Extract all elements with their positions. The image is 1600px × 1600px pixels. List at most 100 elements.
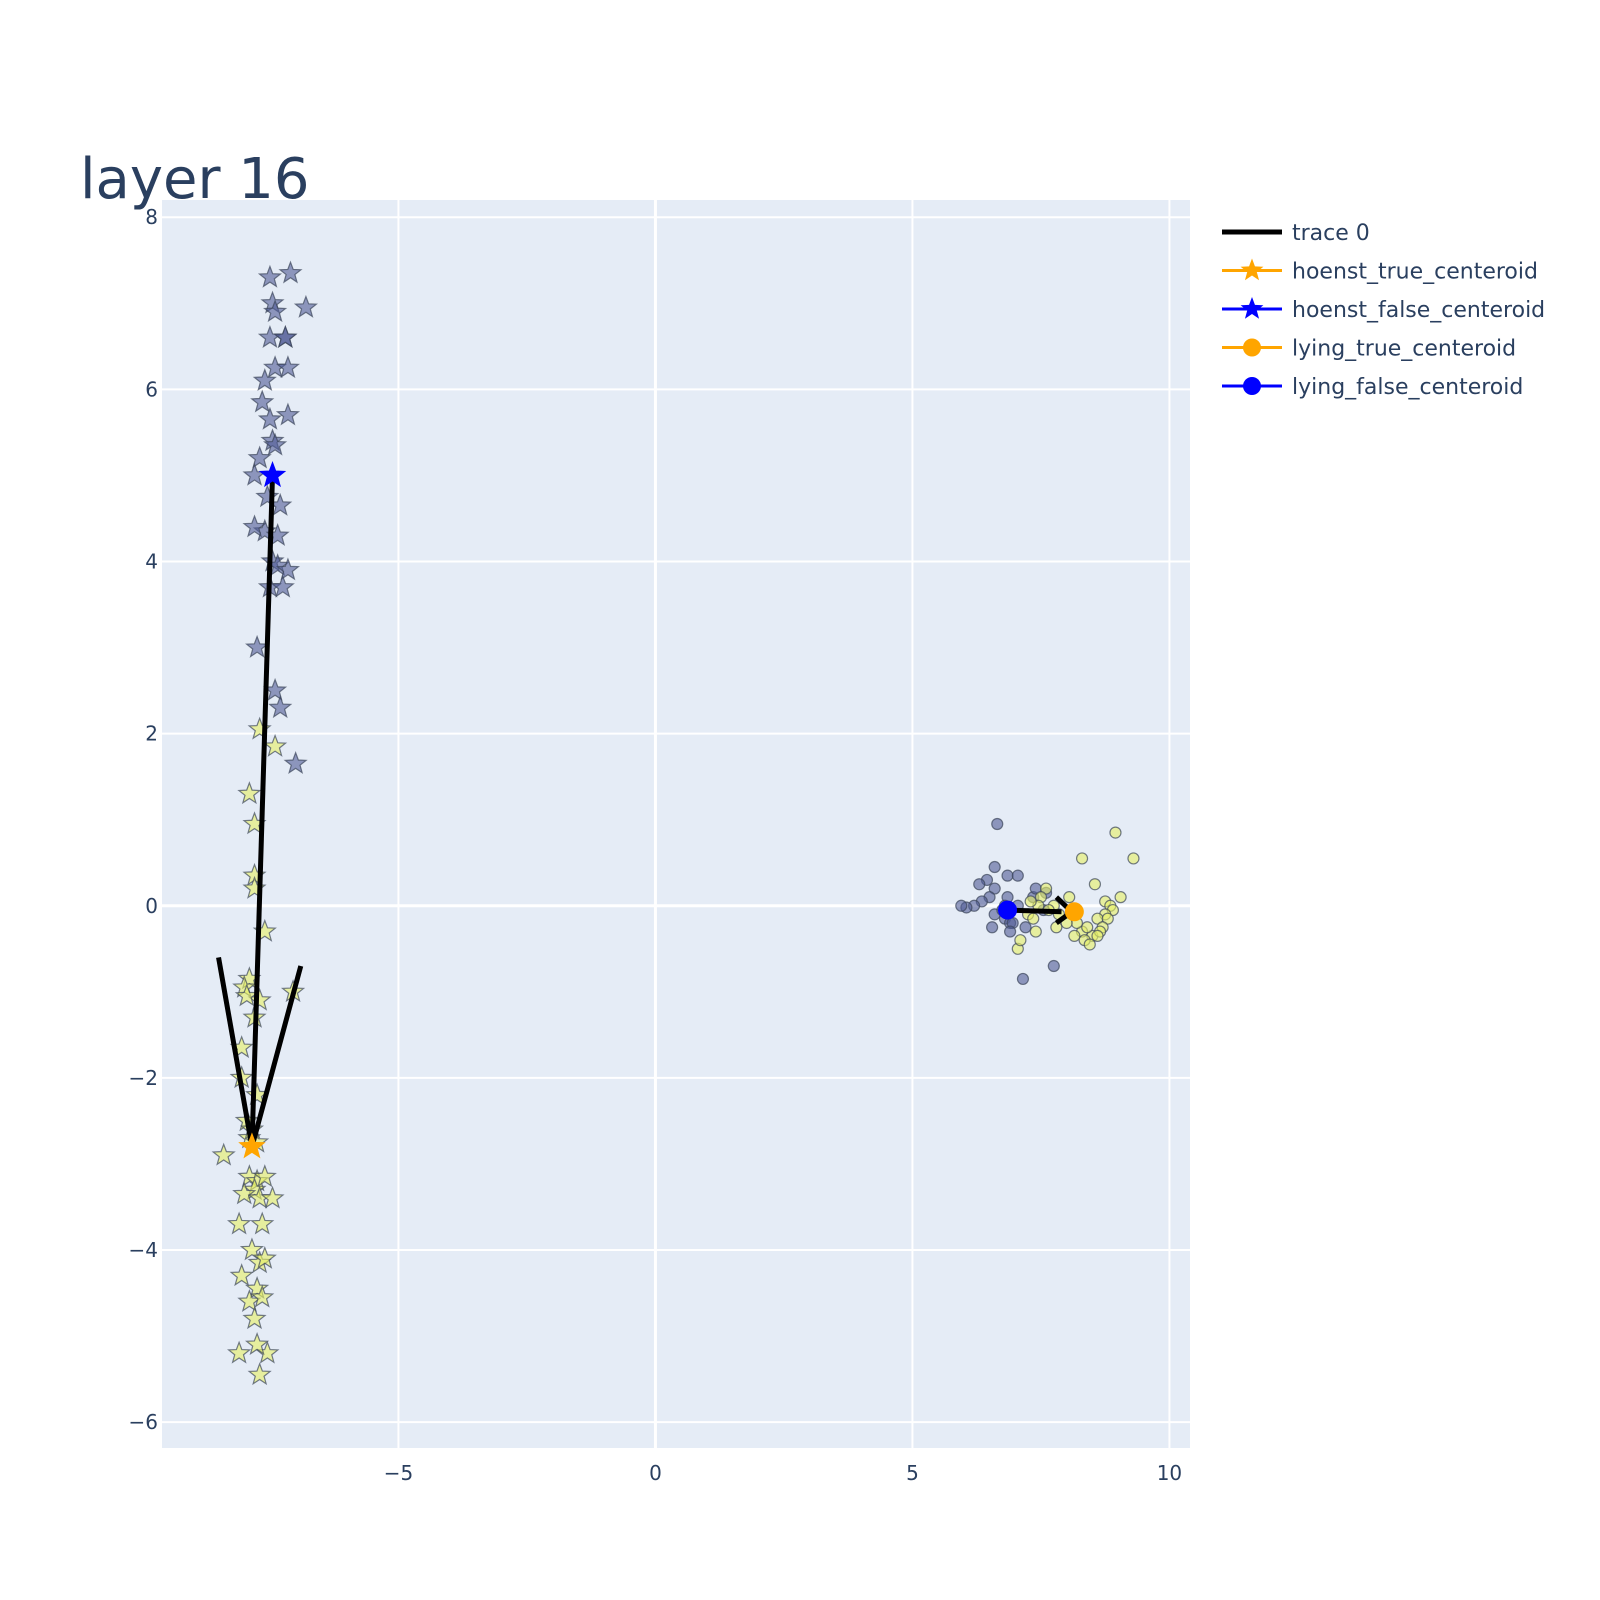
lying-true-point	[1109, 826, 1122, 839]
honest-true-point	[250, 1284, 275, 1308]
honest-false-point	[273, 324, 298, 348]
trace-0-arrow-segment	[249, 965, 304, 1148]
honest-true-point	[260, 1185, 285, 1209]
honest-false-point	[278, 260, 303, 284]
honest-true-point	[250, 1211, 275, 1235]
legend-item[interactable]: lying_false_centeroid	[1222, 375, 1523, 400]
legend-star-icon	[1240, 258, 1264, 281]
lying-true-point	[1083, 938, 1096, 951]
lying-true-point	[1088, 878, 1102, 891]
x-tick-label: −5	[384, 1461, 413, 1485]
honest-false-point	[283, 751, 308, 775]
legend-circle-icon	[1243, 377, 1261, 395]
lying-false-point	[986, 921, 999, 934]
legend-label: hoenst_false_centeroid	[1292, 298, 1545, 323]
legend-label: hoenst_true_centeroid	[1292, 260, 1538, 285]
honest-true-point	[247, 716, 272, 740]
honest-false-point	[242, 514, 267, 538]
honest-true-point	[244, 1332, 270, 1356]
legend-label: lying_true_centeroid	[1292, 337, 1516, 362]
y-tick-label: 6	[145, 377, 158, 401]
honest-false-point	[252, 368, 277, 392]
hoenst-true-centeroid-marker	[238, 1132, 266, 1159]
legend-label: trace 0	[1292, 221, 1370, 246]
lying-false-point	[1001, 869, 1014, 882]
axis-ticks: −5 0 5 10 −6 −4 −2 0 2 4 6 8	[129, 205, 1183, 1485]
honest-true-point	[252, 1245, 277, 1269]
honest-false-point	[293, 294, 319, 318]
lying-false-point	[988, 860, 1001, 874]
honest-false-point	[268, 695, 293, 719]
y-tick-label: 2	[145, 722, 158, 746]
honest-true-point	[211, 1142, 236, 1166]
honest-true-point	[262, 733, 288, 757]
y-tick-label: −4	[129, 1238, 158, 1262]
lying-true-point	[1075, 852, 1089, 865]
y-tick-label: −2	[129, 1066, 158, 1090]
honest-false-point	[257, 264, 283, 288]
lying-true-point	[1029, 925, 1042, 938]
lying-true-centeroid-marker	[1064, 902, 1084, 922]
lying-true-point	[1024, 895, 1037, 908]
legend[interactable]: trace 0 hoenst_true_centeroid hoenst_false…	[1222, 221, 1545, 400]
lying-true-point	[1050, 921, 1063, 934]
honest-false-point	[257, 406, 283, 430]
x-tick-label: 10	[1157, 1461, 1182, 1485]
x-tick-label: 0	[649, 1461, 662, 1485]
lying-true-point	[1068, 929, 1081, 942]
honest-false-point	[270, 574, 295, 598]
lying-true-point	[1127, 852, 1140, 865]
lying-false-point	[1019, 921, 1032, 934]
honest-true-point	[229, 1263, 254, 1287]
lying-false-point	[1011, 869, 1024, 882]
trace-0-arrow-segment	[216, 956, 255, 1148]
x-tick-label: 5	[906, 1461, 919, 1485]
lying-false-point	[1016, 972, 1030, 986]
honest-false-point	[255, 484, 280, 508]
legend-item[interactable]: hoenst_false_centeroid	[1222, 297, 1545, 323]
lying-false-point	[991, 817, 1004, 831]
honest-true-point	[227, 1340, 252, 1364]
lying-false-point	[973, 878, 986, 891]
lying-true-point	[1063, 891, 1076, 904]
honest-true-point	[237, 781, 262, 805]
lying-true-point	[1027, 912, 1040, 925]
honest-true-point	[252, 1164, 277, 1188]
lying-false-point	[955, 899, 968, 912]
honest-false-point	[262, 299, 288, 323]
honest-false-point	[275, 355, 301, 379]
honest-false-point	[275, 402, 301, 426]
lying-false-point	[1047, 959, 1060, 973]
lying-false-centeroid-marker	[998, 900, 1018, 920]
honest-true-point	[239, 1237, 265, 1261]
lying-true-point	[1091, 929, 1104, 942]
honest-true-point	[227, 1211, 252, 1235]
arrows	[216, 475, 1074, 1148]
y-tick-label: −6	[129, 1410, 158, 1434]
hoenst-false-centeroid-marker	[258, 460, 287, 488]
y-tick-label: 8	[145, 205, 158, 229]
grid	[162, 200, 1190, 1448]
honest-true-point	[247, 1362, 272, 1386]
centroids	[238, 460, 1084, 1159]
y-tick-label: 0	[145, 894, 158, 918]
lying-true-point	[1114, 891, 1127, 904]
legend-star-icon	[1240, 297, 1264, 319]
trace-0-arrow-segment	[249, 475, 276, 1147]
honest-false-point	[250, 389, 275, 413]
legend-label: lying_false_centeroid	[1292, 375, 1523, 400]
honest-false-point	[275, 557, 301, 581]
honest-false-point	[262, 432, 288, 456]
legend-item[interactable]: trace 0	[1222, 221, 1370, 246]
honest-true-point	[232, 1181, 257, 1205]
honest-true-point	[242, 1306, 267, 1330]
lying-false-point	[1003, 925, 1017, 938]
honest-false-point	[247, 445, 272, 469]
legend-item[interactable]: lying_true_centeroid	[1222, 337, 1516, 362]
lying-true-point	[1014, 934, 1027, 947]
legend-circle-icon	[1243, 338, 1261, 357]
plot-area	[162, 200, 1190, 1448]
legend-item[interactable]: hoenst_true_centeroid	[1222, 258, 1538, 285]
y-tick-label: 4	[145, 549, 158, 573]
